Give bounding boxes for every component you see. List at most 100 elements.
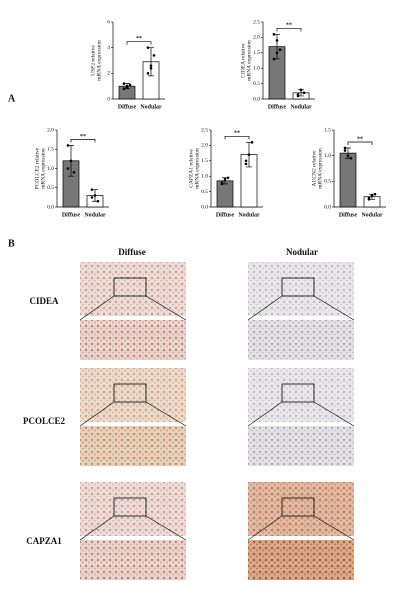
- y-axis-label: mRNA expression: [317, 148, 323, 189]
- data-point: [220, 182, 224, 186]
- data-point: [275, 39, 279, 42]
- significance-bracket: [70, 139, 96, 143]
- data-point: [122, 82, 126, 85]
- zoom-line: [79, 401, 115, 427]
- data-point: [272, 33, 276, 36]
- y-axis-label: PCOLCE2 relative: [34, 147, 40, 189]
- y-tick-label: 1.5: [47, 147, 54, 153]
- y-tick-label: 1.5: [201, 158, 208, 164]
- y-axis-label: CAPZA1 relative: [188, 149, 194, 188]
- data-point: [66, 167, 70, 170]
- x-tick-label: Nodular: [361, 212, 383, 218]
- micrographs: [79, 262, 355, 580]
- x-tick-label: Nodular: [238, 212, 260, 218]
- data-point: [343, 149, 347, 152]
- x-tick-label: Diffuse: [62, 212, 81, 218]
- inset-box: [281, 497, 315, 517]
- y-tick-label: 4: [107, 45, 110, 51]
- data-point: [226, 176, 230, 180]
- y-axis-label: mRNA expression: [40, 148, 46, 189]
- data-point: [296, 93, 300, 96]
- y-axis-label: CIDEA relative: [240, 43, 246, 78]
- data-point: [149, 66, 153, 70]
- significance-label: **: [357, 136, 363, 142]
- data-point: [128, 83, 132, 87]
- y-tick-label: 2: [107, 71, 110, 77]
- significance-label: **: [286, 23, 292, 29]
- zoom-line: [145, 515, 187, 541]
- data-point: [152, 54, 156, 57]
- y-tick-label: 0.5: [253, 81, 260, 87]
- detail-image: [80, 540, 186, 580]
- data-point: [244, 159, 248, 163]
- zoom-line: [145, 295, 187, 321]
- detail-image: [248, 320, 354, 360]
- y-axis-label: AUCN2 relative: [311, 150, 317, 187]
- data-point: [96, 199, 100, 203]
- data-point: [250, 141, 254, 144]
- row-header: CAPZA1: [26, 536, 62, 546]
- x-tick-label: Diffuse: [118, 104, 137, 110]
- data-point: [149, 64, 153, 67]
- column-header: Diffuse: [118, 247, 146, 257]
- y-tick-label: 0.0: [47, 204, 54, 210]
- data-point: [66, 144, 70, 147]
- y-axis-label: mRNA expression: [96, 40, 102, 81]
- x-tick-label: Diffuse: [216, 212, 235, 218]
- overview-image: [248, 368, 354, 422]
- x-tick-label: Diffuse: [339, 212, 358, 218]
- zoom-line: [79, 515, 115, 541]
- detail-image: [80, 320, 186, 360]
- inset-box: [281, 383, 315, 403]
- y-tick-label: 2.0: [253, 35, 260, 41]
- data-point: [275, 51, 279, 55]
- overview-image: [80, 368, 186, 422]
- y-tick-label: 1.0: [253, 65, 260, 71]
- inset-box: [113, 383, 147, 403]
- y-tick-label: 2.5: [201, 127, 208, 133]
- panel-label: B: [8, 238, 15, 249]
- bar: [339, 152, 357, 208]
- data-point: [367, 196, 371, 200]
- data-point: [302, 91, 306, 95]
- zoom-line: [313, 515, 355, 541]
- y-axis-label: mRNA expression: [194, 148, 200, 189]
- data-point: [244, 162, 248, 166]
- y-tick-label: 0.0: [201, 204, 208, 210]
- inset-box: [281, 277, 315, 297]
- data-point: [373, 192, 377, 196]
- x-tick-label: Nodular: [290, 104, 312, 110]
- y-tick-label: 0.0: [324, 204, 331, 210]
- detail-image: [80, 426, 186, 466]
- data-point: [146, 72, 150, 75]
- data-point: [247, 153, 251, 156]
- x-tick-label: Nodular: [84, 212, 106, 218]
- detail-image: [248, 540, 354, 580]
- y-tick-label: 6: [107, 19, 110, 25]
- y-axis-label: mRNA expression: [246, 40, 252, 81]
- y-tick-label: 1.0: [47, 166, 54, 172]
- inset-box: [113, 497, 147, 517]
- significance-label: **: [80, 134, 86, 140]
- row-header: CIDEA: [29, 296, 59, 306]
- data-point: [69, 159, 73, 163]
- y-tick-label: 0: [107, 96, 110, 102]
- data-point: [278, 48, 282, 52]
- significance-bracket: [347, 141, 373, 145]
- significance-bracket: [224, 135, 250, 140]
- x-tick-label: Nodular: [140, 104, 162, 110]
- data-point: [90, 188, 94, 191]
- zoom-line: [247, 295, 283, 321]
- data-point: [272, 57, 276, 61]
- data-point: [346, 154, 350, 157]
- y-tick-label: 2.0: [201, 143, 208, 149]
- data-point: [146, 46, 150, 49]
- data-point: [125, 86, 129, 89]
- y-axis-label: USF2 relative: [90, 45, 96, 76]
- zoom-line: [247, 515, 283, 541]
- overview-image: [80, 482, 186, 536]
- y-tick-label: 0.0: [253, 96, 260, 102]
- row-header: PCOLCE2: [23, 416, 66, 426]
- significance-bracket: [126, 41, 152, 45]
